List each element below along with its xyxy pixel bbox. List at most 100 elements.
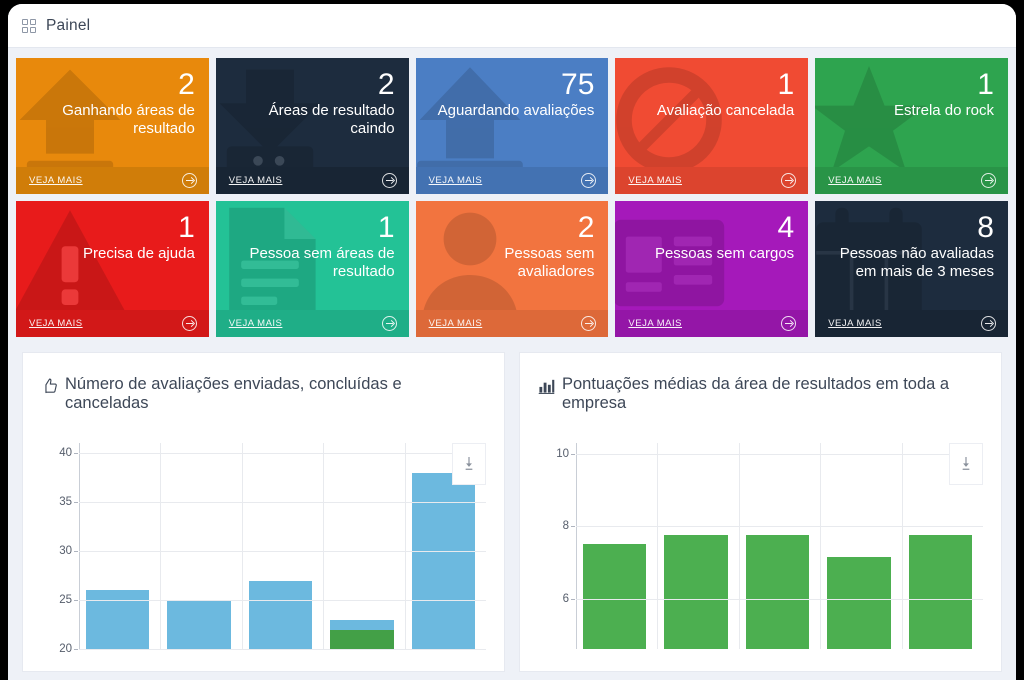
stat-tile-label: Pessoas sem cargos — [654, 244, 795, 262]
stat-tile-count: 1 — [777, 68, 795, 101]
stat-tile[interactable]: 8 Pessoas não avaliadas em mais de 3 mese… — [815, 201, 1008, 337]
stat-tile-footer[interactable]: VEJA MAIS — [815, 167, 1008, 194]
y-axis-tick-label: 20 — [59, 643, 78, 655]
stat-tile-footer[interactable]: VEJA MAIS — [615, 167, 809, 194]
stat-tile-footer[interactable]: VEJA MAIS — [215, 167, 409, 194]
grid-icon — [22, 18, 37, 33]
gridline-vertical — [738, 443, 740, 650]
stat-tile-body: 1 Avaliação cancelada — [615, 58, 808, 120]
gridline — [79, 649, 486, 651]
arrow-right-circle-icon[interactable] — [181, 316, 197, 331]
stat-tile-body: 8 Pessoas não avaliadas em mais de 3 mese… — [815, 201, 1008, 282]
chart-bar[interactable] — [745, 535, 810, 650]
stat-tile-footer[interactable]: VEJA MAIS — [16, 310, 209, 337]
chart-bar[interactable] — [582, 544, 647, 650]
stat-tile-footer[interactable]: VEJA MAIS — [815, 310, 1008, 337]
arrow-right-circle-icon[interactable] — [781, 316, 797, 331]
stat-tile-count: 2 — [577, 211, 595, 244]
gridline — [79, 600, 486, 602]
stat-tile-footer[interactable]: VEJA MAIS — [215, 310, 409, 337]
gridline — [576, 598, 983, 600]
stat-tile-label: Ganhando áreas de resultado — [62, 101, 195, 138]
stat-tile-label: Pessoas sem avaliadores — [504, 244, 595, 281]
tile-grid: 2 Ganhando áreas de resultado VEJA MAIS 2 Ár… — [8, 48, 1016, 337]
stat-tile[interactable]: 2 Pessoas sem avaliadores VEJA MAIS — [415, 201, 609, 337]
download-icon[interactable] — [949, 443, 983, 486]
arrow-right-circle-icon[interactable] — [581, 173, 597, 188]
stat-tile[interactable]: 1 Estrela do rock VEJA MAIS — [815, 58, 1008, 194]
stat-tile-label: Pessoa sem áreas de resultado — [249, 244, 395, 281]
stat-tile-count: 75 — [561, 68, 595, 101]
stat-tile-count: 2 — [178, 68, 195, 101]
download-icon[interactable] — [452, 443, 486, 486]
chart-title: Pontuações médias da área de resultados … — [562, 375, 950, 413]
stat-tile-body: 2 Ganhando áreas de resultado — [16, 58, 209, 139]
arrow-right-circle-icon[interactable] — [980, 173, 996, 188]
y-axis-tick-label: 6 — [563, 593, 575, 605]
stat-tile-footer[interactable]: VEJA MAIS — [415, 167, 609, 194]
gridline — [576, 454, 983, 456]
stat-tile-label: Aguardando avaliações — [437, 101, 595, 119]
stat-tile-label: Pessoas não avaliadas em mais de 3 meses — [839, 244, 994, 281]
arrow-right-circle-icon[interactable] — [381, 316, 397, 331]
veja-mais-link[interactable]: VEJA MAIS — [29, 175, 83, 186]
stat-tile-count: 1 — [178, 211, 195, 244]
stat-tile[interactable]: 2 Áreas de resultado caindo VEJA MAIS — [215, 58, 409, 194]
stat-tile[interactable]: 1 Pessoa sem áreas de resultado VEJA MAIS — [215, 201, 409, 337]
veja-mais-link[interactable]: VEJA MAIS — [428, 318, 483, 329]
veja-mais-link[interactable]: VEJA MAIS — [628, 175, 682, 186]
gridline-vertical — [901, 443, 903, 650]
stat-tile[interactable]: 2 Ganhando áreas de resultado VEJA MAIS — [16, 58, 209, 194]
y-axis-tick-label: 40 — [59, 447, 78, 459]
chart-header: Número de avaliações enviadas, concluída… — [23, 353, 504, 413]
chart-plot-area: 20 25 30 35 40 — [23, 435, 504, 655]
stat-tile-count: 2 — [377, 68, 395, 101]
gridline — [79, 502, 486, 504]
chart-bar[interactable] — [908, 535, 972, 650]
stat-tile-count: 1 — [977, 68, 994, 101]
stat-tile-label: Avaliação cancelada — [656, 101, 795, 119]
app-header: Painel — [8, 4, 1016, 48]
chart-bar[interactable] — [827, 557, 891, 650]
arrow-right-circle-icon[interactable] — [381, 173, 397, 188]
chart-bar[interactable] — [330, 629, 394, 650]
veja-mais-link[interactable]: VEJA MAIS — [828, 175, 882, 186]
stat-tile[interactable]: 4 Pessoas sem cargos VEJA MAIS — [615, 201, 809, 337]
stat-tile-count: 8 — [977, 211, 994, 244]
stat-tile-footer[interactable]: VEJA MAIS — [415, 310, 609, 337]
arrow-right-circle-icon[interactable] — [581, 316, 597, 331]
arrow-right-circle-icon[interactable] — [980, 316, 996, 331]
veja-mais-link[interactable]: VEJA MAIS — [29, 318, 83, 329]
y-axis-tick-label: 25 — [59, 594, 78, 606]
arrow-right-circle-icon[interactable] — [181, 173, 197, 188]
app-window: Painel 2 Ganhando áreas de resultado VEJA … — [8, 4, 1016, 680]
chart-bar[interactable] — [167, 600, 231, 650]
stat-tile[interactable]: 1 Avaliação cancelada VEJA MAIS — [615, 58, 809, 194]
arrow-right-circle-icon[interactable] — [781, 173, 797, 188]
chart-title: Número de avaliações enviadas, concluída… — [65, 375, 402, 413]
veja-mais-link[interactable]: VEJA MAIS — [228, 175, 283, 186]
stat-tile-footer[interactable]: VEJA MAIS — [615, 310, 809, 337]
gridline-vertical — [820, 443, 822, 650]
veja-mais-link[interactable]: VEJA MAIS — [828, 318, 882, 329]
veja-mais-link[interactable]: VEJA MAIS — [228, 318, 283, 329]
chart-bar[interactable] — [664, 535, 728, 650]
stat-tile-label: Áreas de resultado caindo — [268, 101, 395, 138]
stat-tile-body: 2 Áreas de resultado caindo — [216, 58, 409, 139]
stat-tile-footer[interactable]: VEJA MAIS — [16, 167, 209, 194]
veja-mais-link[interactable]: VEJA MAIS — [428, 175, 483, 186]
veja-mais-link[interactable]: VEJA MAIS — [628, 318, 682, 329]
chart-row: Número de avaliações enviadas, concluída… — [8, 344, 1016, 672]
bar-series — [576, 443, 983, 650]
gridline-vertical — [323, 443, 325, 650]
chart-bar[interactable] — [411, 472, 475, 650]
stat-tile-label: Estrela do rock — [893, 101, 994, 119]
stat-tile[interactable]: 1 Precisa de ajuda VEJA MAIS — [16, 201, 209, 337]
chart-bar[interactable] — [248, 580, 313, 650]
y-axis-line — [576, 443, 577, 650]
stat-tile[interactable]: 75 Aguardando avaliações VEJA MAIS — [415, 58, 609, 194]
y-axis-tick-label: 8 — [563, 520, 575, 532]
tile-row: 2 Ganhando áreas de resultado VEJA MAIS 2 Ár… — [16, 58, 1008, 194]
thumbs-up-icon — [41, 377, 58, 413]
y-axis-tick-label: 30 — [59, 545, 78, 557]
